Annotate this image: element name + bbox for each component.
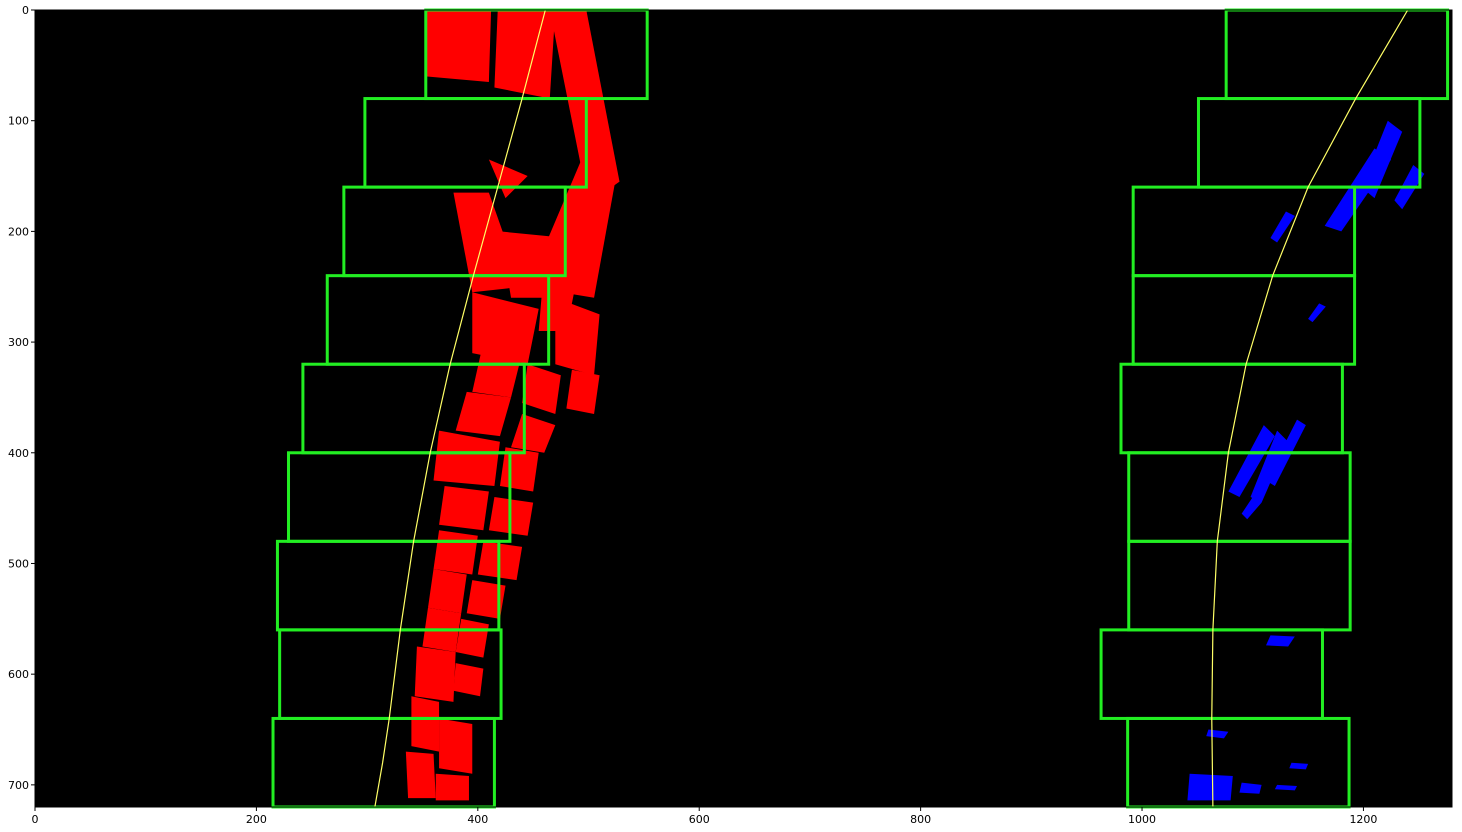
left-lane-pixel-blob: [439, 718, 473, 774]
x-tick-label: 200: [246, 813, 267, 826]
right-lane-pixel-blob: [1228, 425, 1275, 498]
left-lane-pixel-blob: [549, 10, 620, 204]
sliding-windows: [271, 8, 1450, 809]
right-lane-pixel-blob: [1250, 430, 1289, 503]
left-lane-pixel-blob: [455, 391, 512, 437]
right-lane-pixel-blob: [1308, 303, 1326, 323]
y-tick-label: 400: [8, 447, 29, 460]
left-lane-pixel-blob: [405, 751, 436, 799]
y-tick-label: 0: [22, 4, 29, 17]
left-lane-pixel-blob: [511, 414, 556, 453]
axes: 0 200 400 600 800 1000 1200 0 100 200 300 400 500 600…: [8, 4, 1453, 826]
right-lane-pixel-blob: [1266, 635, 1295, 647]
left-lane-pixel-blob: [466, 580, 506, 619]
left-lane-pixel-blob: [455, 618, 489, 658]
right-lane-pixel-blob: [1274, 784, 1298, 791]
left-lane-fit-line: [374, 9, 546, 808]
lane-fit-curves: [374, 9, 1409, 808]
y-tick-label: 600: [8, 668, 29, 681]
x-tick-label: 400: [467, 813, 488, 826]
right-lane-pixel-blob: [1241, 497, 1262, 520]
left-lane-pixel-blob: [453, 663, 484, 697]
right-lane-fit-line: [1211, 9, 1409, 808]
right-lane-pixel-blob: [1270, 211, 1295, 243]
x-tick-label: 0: [32, 813, 39, 826]
y-tick-label: 500: [8, 557, 29, 570]
y-tick-label: 700: [8, 779, 29, 792]
x-tick-label: 1200: [1349, 813, 1377, 826]
left-lane-pixel-blob: [494, 10, 556, 99]
y-tick-label: 300: [8, 336, 29, 349]
x-tick-label: 1000: [1128, 813, 1156, 826]
x-tick-label: 600: [689, 813, 710, 826]
left-lane-pixel-blob: [414, 646, 456, 702]
left-lane-pixel-blob: [439, 485, 489, 531]
left-lane-pixel-blob: [427, 569, 467, 614]
right-lane-pixel-blob: [1289, 762, 1309, 770]
left-lane-pixels: [405, 10, 620, 801]
left-lane-pixel-blob: [411, 696, 440, 752]
left-lane-pixel-blob: [566, 369, 600, 415]
plot-frame: [34, 9, 1453, 808]
left-lane-pixel-blob: [488, 159, 528, 199]
right-lane-pixel-blob: [1187, 773, 1233, 801]
left-lane-pixel-blob: [472, 342, 523, 398]
left-lane-pixel-blob: [522, 364, 561, 415]
left-lane-pixel-blob: [433, 530, 478, 575]
x-tick-label: 800: [910, 813, 931, 826]
right-lane-pixel-blob: [1239, 782, 1262, 794]
plot-background: [35, 10, 1452, 807]
y-tick-label: 100: [8, 115, 29, 128]
left-lane-pixel-blob: [435, 773, 469, 801]
left-lane-pixel-blob: [555, 297, 600, 376]
left-lane-pixel-blob: [453, 192, 523, 293]
left-lane-pixel-blob: [433, 430, 500, 486]
left-lane-pixel-blob: [425, 10, 492, 82]
y-tick-label: 200: [8, 225, 29, 238]
right-lane-pixel-blob: [1361, 120, 1403, 199]
